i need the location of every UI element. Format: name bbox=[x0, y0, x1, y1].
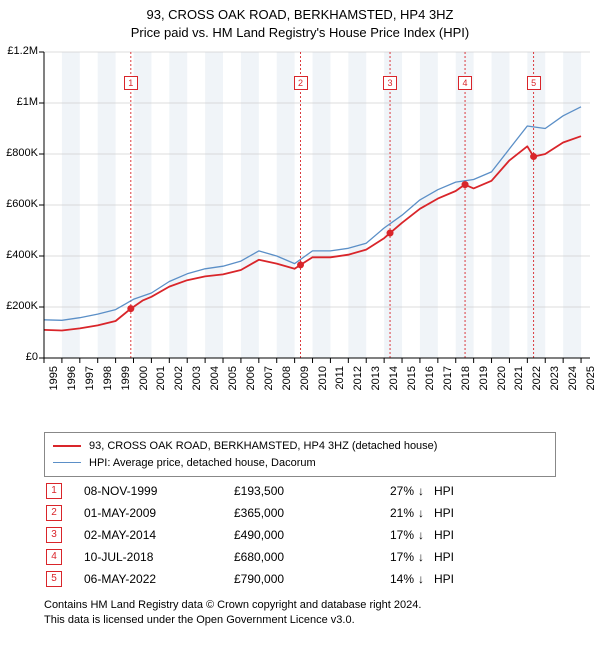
sale-marker: 3 bbox=[383, 76, 397, 90]
tx-date: 08-NOV-1999 bbox=[84, 484, 234, 498]
x-tick-label: 2013 bbox=[370, 366, 382, 406]
y-tick-label: £1.2M bbox=[0, 45, 38, 57]
tx-price: £680,000 bbox=[234, 550, 364, 564]
tx-price: £193,500 bbox=[234, 484, 364, 498]
x-tick-label: 2006 bbox=[245, 366, 257, 406]
y-tick-label: £800K bbox=[0, 147, 38, 159]
tx-hpi-label: HPI bbox=[434, 550, 454, 564]
x-tick-label: 2004 bbox=[209, 366, 221, 406]
legend-label: HPI: Average price, detached house, Daco… bbox=[89, 455, 316, 472]
legend-swatch bbox=[53, 462, 81, 463]
y-tick-label: £0 bbox=[0, 351, 38, 363]
tx-price: £490,000 bbox=[234, 528, 364, 542]
x-tick-label: 2024 bbox=[567, 366, 579, 406]
x-tick-label: 2016 bbox=[424, 366, 436, 406]
x-tick-label: 1998 bbox=[102, 366, 114, 406]
down-arrow-icon: ↓ bbox=[418, 550, 434, 564]
x-tick-label: 1996 bbox=[66, 366, 78, 406]
x-tick-label: 2002 bbox=[173, 366, 185, 406]
tx-pct: 21% bbox=[364, 506, 418, 520]
tx-date: 02-MAY-2014 bbox=[84, 528, 234, 542]
chart-area: £0 £200K £400K £600K £800K £1M £1.2M 1995 1996 1… bbox=[0, 46, 600, 426]
x-tick-label: 2015 bbox=[406, 366, 418, 406]
transaction-row: 1 08-NOV-1999£193,50027%↓HPI bbox=[44, 480, 556, 502]
tx-hpi-label: HPI bbox=[434, 506, 454, 520]
legend-swatch bbox=[53, 445, 81, 447]
sale-marker: 1 bbox=[124, 76, 138, 90]
x-tick-label: 2011 bbox=[334, 366, 346, 406]
x-tick-label: 2000 bbox=[138, 366, 150, 406]
transaction-row: 4 10-JUL-2018£680,00017%↓HPI bbox=[44, 546, 556, 568]
sale-marker: 4 bbox=[458, 76, 472, 90]
legend-label: 93, CROSS OAK ROAD, BERKHAMSTED, HP4 3HZ… bbox=[89, 438, 437, 455]
tx-pct: 17% bbox=[364, 550, 418, 564]
tx-date: 10-JUL-2018 bbox=[84, 550, 234, 564]
tx-date: 06-MAY-2022 bbox=[84, 572, 234, 586]
y-tick-label: £600K bbox=[0, 198, 38, 210]
tx-marker: 3 bbox=[46, 527, 62, 543]
tx-marker: 1 bbox=[46, 483, 62, 499]
y-tick-label: £400K bbox=[0, 249, 38, 261]
tx-marker: 5 bbox=[46, 571, 62, 587]
x-tick-label: 2023 bbox=[549, 366, 561, 406]
tx-marker: 4 bbox=[46, 549, 62, 565]
x-tick-label: 2005 bbox=[227, 366, 239, 406]
x-tick-label: 2020 bbox=[496, 366, 508, 406]
x-tick-label: 2008 bbox=[281, 366, 293, 406]
x-tick-label: 2001 bbox=[155, 366, 167, 406]
transaction-row: 5 06-MAY-2022£790,00014%↓HPI bbox=[44, 568, 556, 590]
tx-marker: 2 bbox=[46, 505, 62, 521]
x-tick-label: 2018 bbox=[460, 366, 472, 406]
tx-hpi-label: HPI bbox=[434, 572, 454, 586]
title-line1: 93, CROSS OAK ROAD, BERKHAMSTED, HP4 3HZ bbox=[0, 6, 600, 24]
x-tick-label: 1999 bbox=[120, 366, 132, 406]
x-tick-label: 2025 bbox=[585, 366, 597, 406]
x-tick-label: 2003 bbox=[191, 366, 203, 406]
footer-text: Contains HM Land Registry data © Crown c… bbox=[44, 598, 421, 628]
legend-box: 93, CROSS OAK ROAD, BERKHAMSTED, HP4 3HZ… bbox=[44, 432, 556, 477]
tx-price: £790,000 bbox=[234, 572, 364, 586]
legend-item: HPI: Average price, detached house, Daco… bbox=[53, 455, 547, 472]
chart-title-block: 93, CROSS OAK ROAD, BERKHAMSTED, HP4 3HZ… bbox=[0, 0, 600, 41]
sale-marker: 2 bbox=[294, 76, 308, 90]
transactions-table: 108-NOV-1999£193,50027%↓HPI201-MAY-2009£… bbox=[44, 480, 556, 590]
transaction-row: 3 02-MAY-2014£490,00017%↓HPI bbox=[44, 524, 556, 546]
title-line2: Price paid vs. HM Land Registry's House … bbox=[0, 24, 600, 42]
legend-item: 93, CROSS OAK ROAD, BERKHAMSTED, HP4 3HZ… bbox=[53, 438, 547, 455]
tx-price: £365,000 bbox=[234, 506, 364, 520]
x-tick-label: 2019 bbox=[478, 366, 490, 406]
tx-pct: 14% bbox=[364, 572, 418, 586]
footer-line2: This data is licensed under the Open Gov… bbox=[44, 613, 421, 628]
tx-pct: 27% bbox=[364, 484, 418, 498]
footer-line1: Contains HM Land Registry data © Crown c… bbox=[44, 598, 421, 613]
x-tick-label: 2010 bbox=[317, 366, 329, 406]
x-tick-label: 1997 bbox=[84, 366, 96, 406]
tx-date: 01-MAY-2009 bbox=[84, 506, 234, 520]
x-tick-label: 2009 bbox=[299, 366, 311, 406]
x-tick-label: 2014 bbox=[388, 366, 400, 406]
transaction-row: 2 01-MAY-2009£365,00021%↓HPI bbox=[44, 502, 556, 524]
x-tick-label: 1995 bbox=[48, 366, 60, 406]
x-tick-label: 2017 bbox=[442, 366, 454, 406]
tx-hpi-label: HPI bbox=[434, 528, 454, 542]
sale-marker: 5 bbox=[527, 76, 541, 90]
down-arrow-icon: ↓ bbox=[418, 484, 434, 498]
down-arrow-icon: ↓ bbox=[418, 528, 434, 542]
down-arrow-icon: ↓ bbox=[418, 506, 434, 520]
y-tick-label: £1M bbox=[0, 96, 38, 108]
x-tick-label: 2012 bbox=[352, 366, 364, 406]
y-tick-label: £200K bbox=[0, 300, 38, 312]
x-tick-label: 2021 bbox=[513, 366, 525, 406]
x-tick-label: 2007 bbox=[263, 366, 275, 406]
tx-pct: 17% bbox=[364, 528, 418, 542]
x-tick-label: 2022 bbox=[531, 366, 543, 406]
tx-hpi-label: HPI bbox=[434, 484, 454, 498]
down-arrow-icon: ↓ bbox=[418, 572, 434, 586]
